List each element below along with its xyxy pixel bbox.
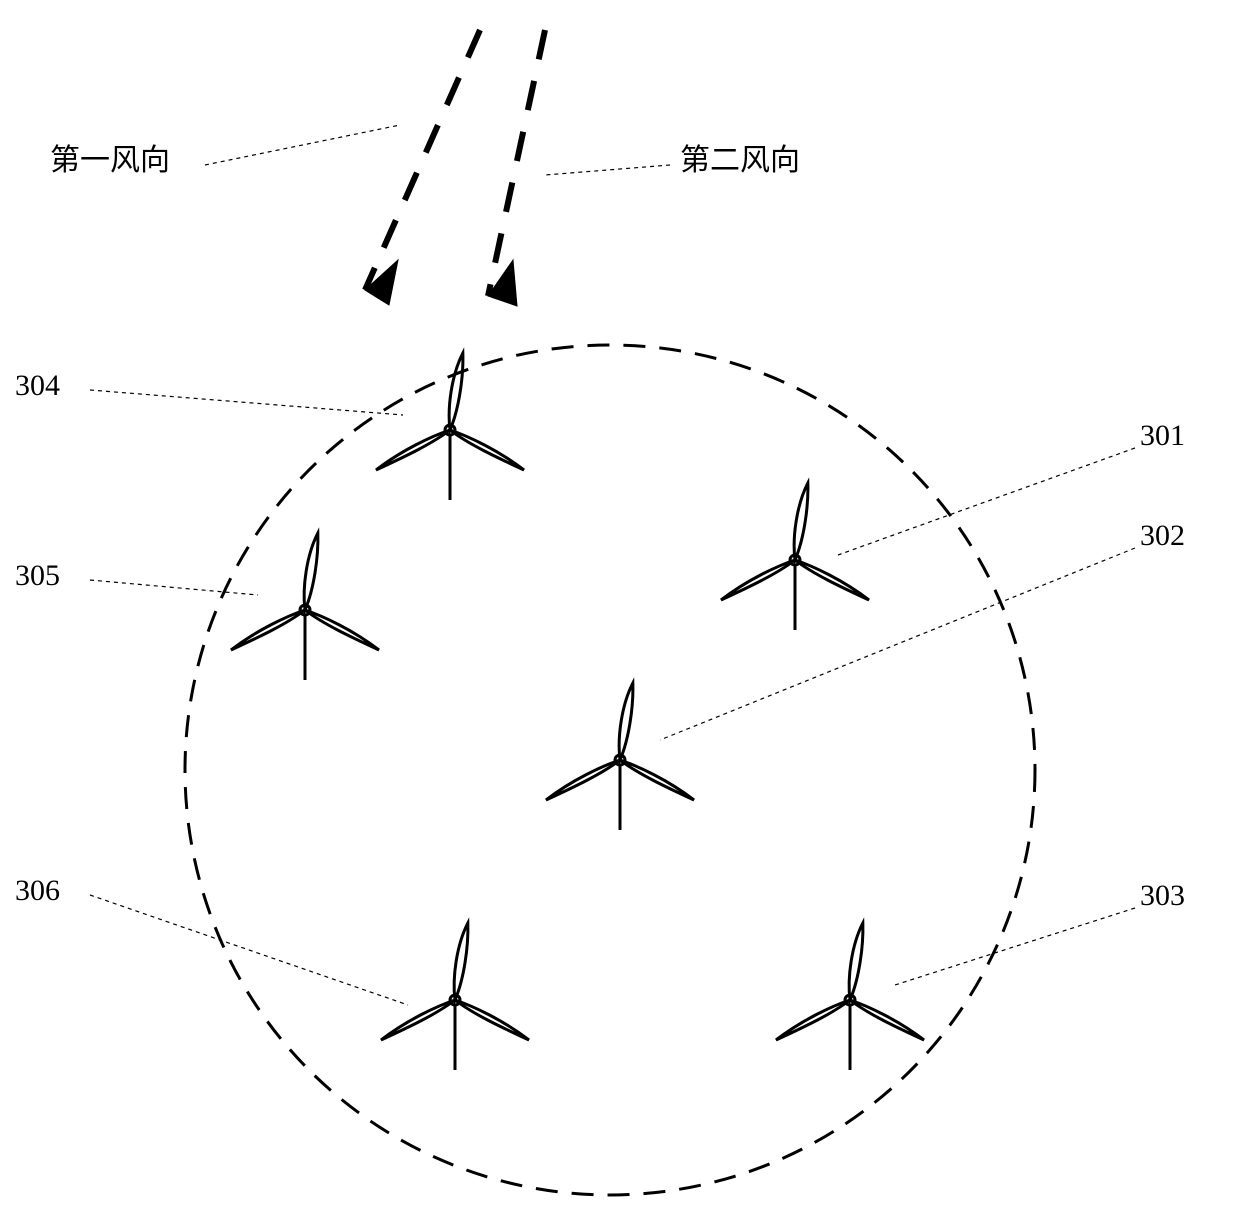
leader-302 [660, 548, 1135, 740]
label-301: 301 [1140, 419, 1185, 452]
leader-304 [90, 390, 403, 415]
label-305: 305 [15, 559, 60, 592]
label-302: 302 [1140, 519, 1185, 552]
wind2-label: 第二风向 [680, 144, 800, 177]
wind2-leader [545, 165, 670, 175]
turbine-301 [721, 482, 869, 630]
label-304: 304 [15, 369, 60, 402]
wind1-label: 第一风向 [50, 144, 170, 177]
diagram-svg: 301 302 303 304 305 306 第一风向 第二风向 [0, 0, 1240, 1221]
wind2-head [488, 260, 517, 306]
leader-303 [895, 908, 1135, 985]
leader-305 [90, 580, 258, 595]
turbine-306 [381, 922, 529, 1070]
leader-306 [90, 895, 408, 1005]
label-306: 306 [15, 874, 60, 907]
leader-301 [838, 448, 1135, 555]
wind-farm-boundary [185, 345, 1035, 1195]
wind1-shaft [365, 30, 480, 290]
diagram-stage: 301 302 303 304 305 306 第一风向 第二风向 [0, 0, 1240, 1221]
turbine-303 [776, 922, 924, 1070]
turbine-302 [546, 682, 694, 830]
turbine-304 [376, 352, 524, 500]
wind1-leader [205, 125, 400, 165]
label-303: 303 [1140, 879, 1185, 912]
turbine-305 [231, 532, 379, 680]
wind2-shaft [488, 30, 545, 296]
